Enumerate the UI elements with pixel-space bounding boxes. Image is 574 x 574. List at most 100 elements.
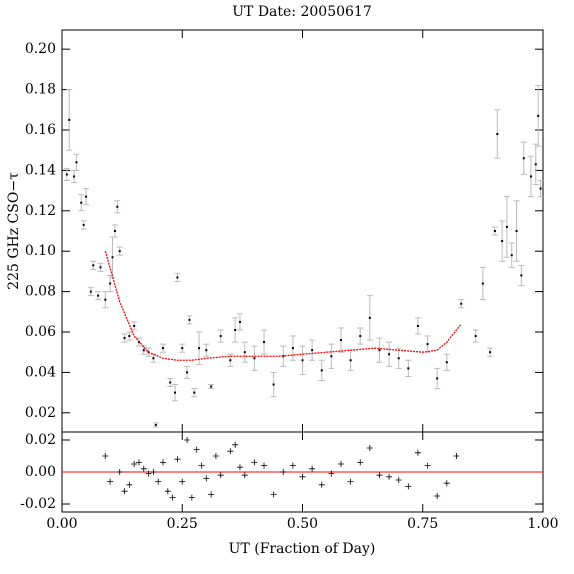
residual-point <box>424 462 431 469</box>
residual-point <box>241 472 248 479</box>
point <box>65 173 68 176</box>
point <box>133 324 136 327</box>
point <box>128 335 131 338</box>
point <box>539 187 542 190</box>
y-tick-label: 0.08 <box>25 284 56 300</box>
residual-point <box>102 453 109 459</box>
point <box>339 339 342 342</box>
residual-point <box>150 469 157 475</box>
y-tick-label: 0.02 <box>25 432 56 448</box>
point <box>111 256 114 259</box>
x-axis-label: UT (Fraction of Day) <box>229 541 376 557</box>
residual-point <box>193 446 200 453</box>
residual-point <box>251 459 258 466</box>
residual-point <box>443 480 450 487</box>
point <box>188 318 191 321</box>
point <box>253 357 256 360</box>
point <box>99 266 102 269</box>
y-tick-label: 0.16 <box>25 122 56 138</box>
x-tick-label: 0.25 <box>167 516 198 532</box>
point <box>489 351 492 354</box>
residual-point <box>198 462 205 469</box>
residual-point <box>179 478 186 485</box>
point <box>481 282 484 285</box>
residual-point <box>328 470 335 477</box>
point <box>142 349 145 352</box>
point <box>378 349 381 352</box>
point <box>97 294 100 297</box>
residual-point <box>376 472 383 479</box>
residual-point <box>203 475 210 482</box>
point <box>263 341 266 344</box>
point <box>116 205 119 208</box>
x-tick-label: 0.00 <box>46 516 77 532</box>
point <box>162 347 165 350</box>
residual-point <box>145 470 152 477</box>
residual-point <box>116 469 123 475</box>
point <box>109 282 112 285</box>
residual-point <box>174 456 181 463</box>
residual-point <box>169 494 176 501</box>
residual-point <box>232 441 239 448</box>
y-tick-label: 0.00 <box>25 464 56 480</box>
y-tick-label: 0.02 <box>25 405 56 421</box>
residual-point <box>121 488 128 495</box>
residual-point <box>160 459 167 466</box>
point <box>118 250 121 253</box>
y-tick-label: 0.20 <box>25 41 56 57</box>
residual-point <box>164 488 171 495</box>
point <box>92 264 95 267</box>
residual-point <box>126 481 133 488</box>
point <box>311 349 314 352</box>
residual-point <box>261 462 268 469</box>
residual-point <box>299 473 306 480</box>
point <box>123 337 126 340</box>
point <box>198 347 201 350</box>
residual-point <box>289 462 296 469</box>
point <box>320 369 323 372</box>
residual-point <box>366 445 373 451</box>
residual-point <box>217 472 224 479</box>
point <box>73 175 76 178</box>
point <box>210 385 213 388</box>
x-tick-label: 0.75 <box>407 516 438 532</box>
point <box>272 383 275 386</box>
residual-point <box>236 464 243 471</box>
point <box>368 316 371 319</box>
point <box>174 391 177 394</box>
point <box>169 381 172 384</box>
residual-point <box>395 477 402 483</box>
point <box>243 351 246 354</box>
point <box>407 367 410 370</box>
point <box>301 359 304 362</box>
residual-point <box>188 494 195 501</box>
residual-point <box>318 481 325 488</box>
point <box>85 195 88 198</box>
residual-point <box>405 483 412 490</box>
point <box>534 163 537 166</box>
residual-point <box>212 453 219 459</box>
point <box>496 133 499 136</box>
point <box>359 335 362 338</box>
point <box>537 114 540 117</box>
y-tick-label: -0.02 <box>20 496 56 512</box>
y-tick-label: 0.18 <box>25 82 56 98</box>
point <box>154 423 157 426</box>
point <box>104 298 107 301</box>
y-tick-label: 0.12 <box>25 203 56 219</box>
residual-point <box>107 478 114 485</box>
residual-point <box>414 449 421 456</box>
y-tick-label: 0.06 <box>25 324 56 340</box>
point <box>330 355 333 358</box>
point <box>181 347 184 350</box>
point <box>505 225 508 228</box>
point <box>520 274 523 277</box>
point <box>515 230 518 232</box>
point <box>152 357 155 360</box>
point <box>234 328 237 331</box>
point <box>113 230 116 232</box>
chart-title: UT Date: 20050617 <box>232 4 372 20</box>
residual-point <box>434 493 441 499</box>
point <box>493 230 496 232</box>
y-tick-label: 0.10 <box>25 243 56 259</box>
